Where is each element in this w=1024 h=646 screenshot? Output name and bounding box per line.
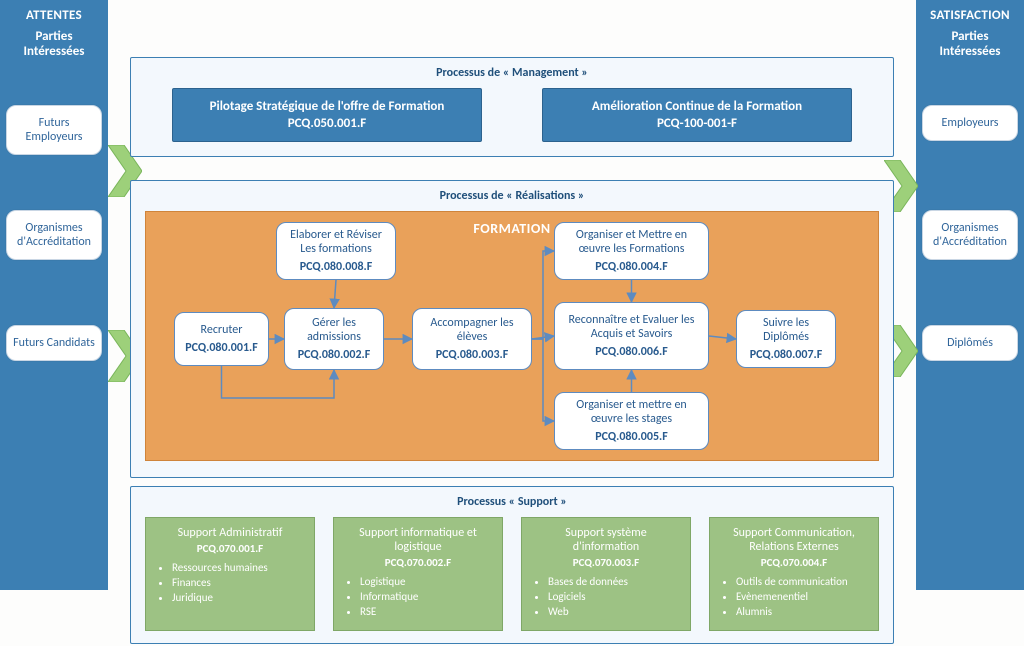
left-item: Futurs Employeurs bbox=[6, 105, 102, 155]
attentes-header: ATTENTES Parties Intéressées bbox=[0, 0, 108, 65]
process-name: Recruter bbox=[201, 323, 243, 337]
left-item: Futurs Candidats bbox=[6, 325, 102, 361]
process-name: Reconnaître et Evaluer les Acquis et Sav… bbox=[561, 313, 702, 341]
support-box: Support Administratif PCQ.070.001.F Ressou… bbox=[145, 517, 315, 631]
process-code: PCQ.080.006.F bbox=[595, 345, 668, 359]
support-panel: Processus « Support » Support Administra… bbox=[130, 486, 894, 644]
process-code: PCQ.080.002.F bbox=[298, 348, 371, 362]
support-item: Web bbox=[548, 605, 680, 618]
support-code: PCQ.070.004.F bbox=[720, 556, 868, 569]
process-code: PCQ.050.001.F bbox=[191, 116, 463, 131]
support-item: Informatique bbox=[360, 590, 492, 603]
attentes-sidebar: ATTENTES Parties Intéressées Futurs Empl… bbox=[0, 0, 108, 590]
satisfaction-header: SATISFACTION Parties Intéressées bbox=[916, 0, 1024, 65]
management-title: Processus de « Management » bbox=[143, 60, 881, 88]
process-title: Amélioration Continue de la Formation bbox=[592, 99, 802, 114]
process-name: Gérer les admissions bbox=[291, 316, 377, 344]
formation-label: FORMATION bbox=[156, 220, 868, 237]
support-item: Evènemenentiel bbox=[736, 590, 868, 603]
support-item: Bases de données bbox=[548, 575, 680, 588]
process-code: PCQ.080.003.F bbox=[436, 348, 509, 362]
process-title: Pilotage Stratégique de l'offre de Forma… bbox=[210, 99, 445, 114]
support-title: Support système d'information bbox=[532, 526, 680, 554]
process-code: PCQ.080.005.F bbox=[595, 430, 668, 444]
support-title: Support Communication, Relations Externe… bbox=[720, 526, 868, 554]
management-process-box: Amélioration Continue de la Formation PCQ… bbox=[542, 88, 852, 142]
realisations-title: Processus de « Réalisations » bbox=[145, 183, 879, 211]
process-name: Accompagner les élèves bbox=[419, 316, 525, 344]
satisfaction-sidebar: SATISFACTION Parties Intéressées Employe… bbox=[916, 0, 1024, 590]
support-code: PCQ.070.002.F bbox=[344, 556, 492, 569]
process-name: Organiser et mettre en œuvre les stages bbox=[561, 398, 702, 426]
management-process-box: Pilotage Stratégique de l'offre de Forma… bbox=[172, 88, 482, 142]
process-code: PCQ.080.008.F bbox=[300, 260, 373, 274]
left-item: Organismes d'Accréditation bbox=[6, 210, 102, 260]
attentes-subtitle: Parties Intéressées bbox=[4, 29, 104, 59]
satisfaction-title: SATISFACTION bbox=[920, 8, 1020, 23]
process-code: PCQ.080.001.F bbox=[185, 341, 258, 355]
support-box: Support Communication, Relations Externe… bbox=[709, 517, 879, 631]
attentes-title: ATTENTES bbox=[4, 8, 104, 23]
support-item: RSE bbox=[360, 605, 492, 618]
right-item: Organismes d'Accréditation bbox=[922, 210, 1018, 260]
right-item: Diplômés bbox=[922, 325, 1018, 361]
formation-container: FORMATION Recruter PCQ.080.001.F Gérer les… bbox=[145, 211, 879, 461]
process-box-recruter: Recruter PCQ.080.001.F bbox=[174, 312, 269, 366]
process-box-orga_form: Organiser et Mettre en œuvre les Formati… bbox=[554, 222, 709, 280]
process-box-orga_stage: Organiser et mettre en œuvre les stages P… bbox=[554, 392, 709, 450]
support-item: Ressources humaines bbox=[172, 561, 304, 574]
support-box: Support système d'information PCQ.070.003… bbox=[521, 517, 691, 631]
process-box-accomp: Accompagner les élèves PCQ.080.003.F bbox=[412, 308, 532, 370]
process-box-reco: Reconnaître et Evaluer les Acquis et Sav… bbox=[554, 302, 709, 370]
management-panel: Processus de « Management » Pilotage Str… bbox=[130, 57, 894, 157]
main-column: Processus de « Management » Pilotage Str… bbox=[130, 57, 894, 643]
process-code: PCQ-100-001-F bbox=[561, 116, 833, 131]
process-code: PCQ.080.004.F bbox=[595, 260, 668, 274]
process-name: Suivre les Diplômés bbox=[743, 316, 829, 344]
satisfaction-subtitle: Parties Intéressées bbox=[920, 29, 1020, 59]
process-box-admissions: Gérer les admissions PCQ.080.002.F bbox=[284, 308, 384, 370]
support-item: Logiciels bbox=[548, 590, 680, 603]
support-item: Logistique bbox=[360, 575, 492, 588]
support-box: Support informatique et logistique PCQ.07… bbox=[333, 517, 503, 631]
right-item: Employeurs bbox=[922, 105, 1018, 141]
realisations-panel: Processus de « Réalisations » FORMATION … bbox=[130, 180, 894, 478]
process-name: Organiser et Mettre en œuvre les Formati… bbox=[561, 228, 702, 256]
support-code: PCQ.070.001.F bbox=[156, 542, 304, 555]
support-title: Support informatique et logistique bbox=[344, 526, 492, 554]
support-code: PCQ.070.003.F bbox=[532, 556, 680, 569]
support-item: Alumnis bbox=[736, 605, 868, 618]
support-title: Processus « Support » bbox=[145, 489, 879, 517]
process-box-elaborer: Elaborer et Réviser Les formations PCQ.08… bbox=[276, 222, 396, 280]
process-box-suivre: Suivre les Diplômés PCQ.080.007.F bbox=[736, 310, 836, 368]
support-item: Outils de communication bbox=[736, 575, 868, 588]
support-title: Support Administratif bbox=[156, 526, 304, 540]
support-item: Finances bbox=[172, 576, 304, 589]
process-name: Elaborer et Réviser Les formations bbox=[283, 228, 389, 256]
support-item: Juridique bbox=[172, 591, 304, 604]
process-code: PCQ.080.007.F bbox=[750, 348, 823, 362]
